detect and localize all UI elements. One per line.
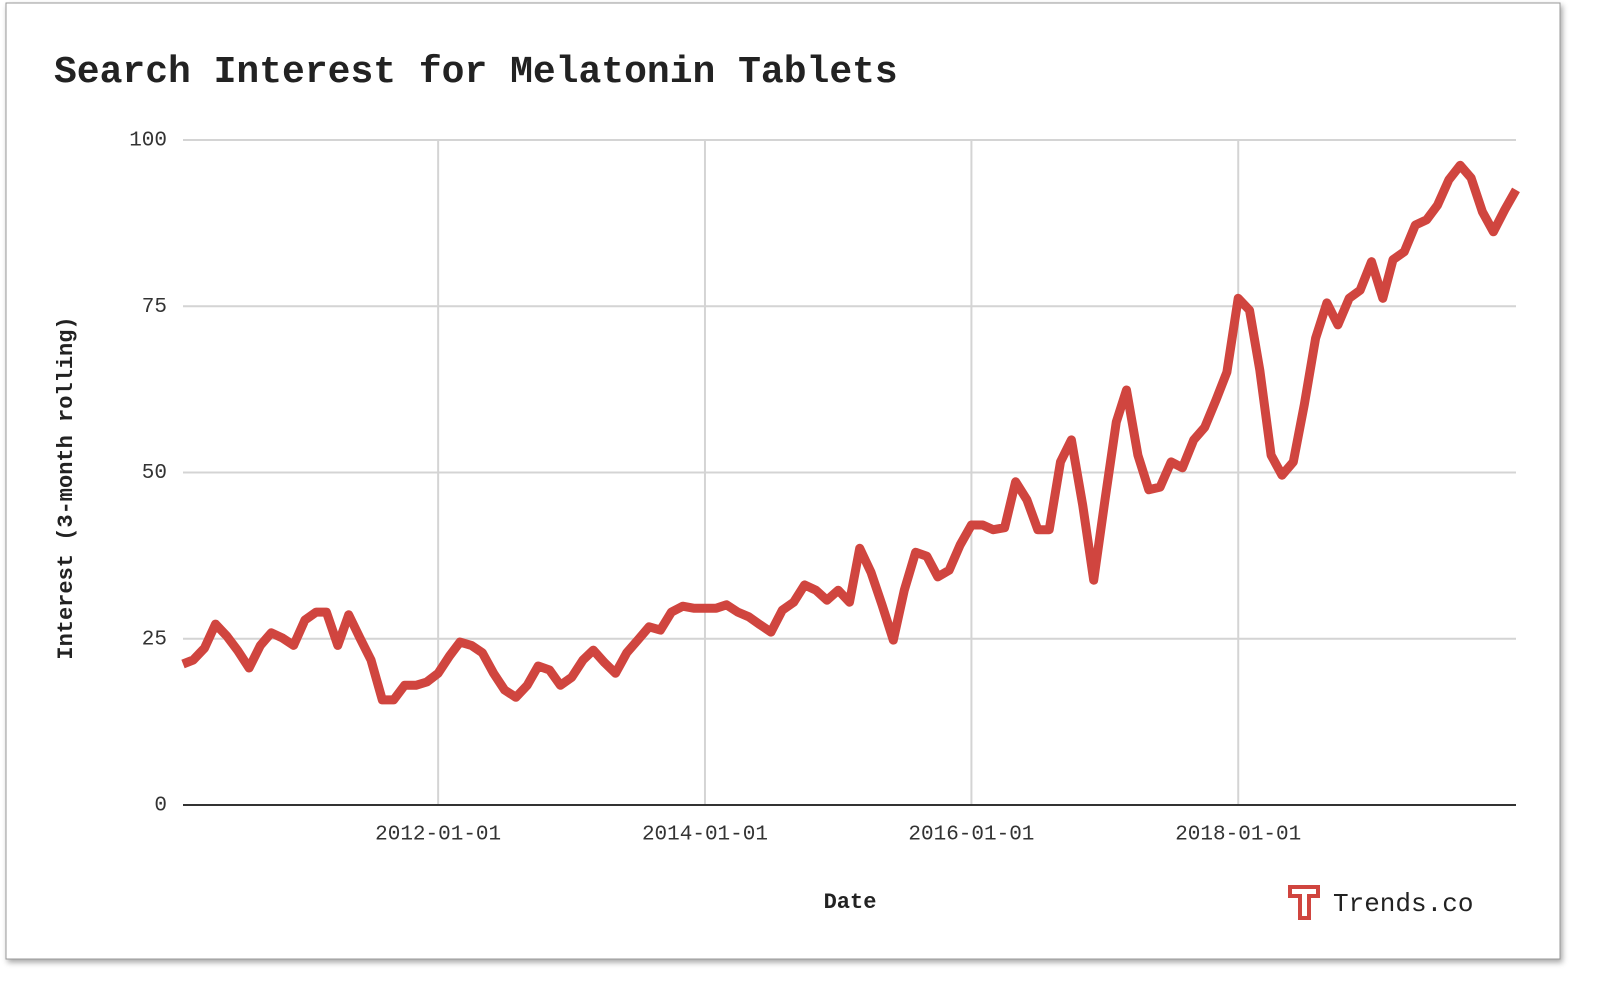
x-axis-label: Date (824, 890, 877, 915)
x-tick-label: 2012-01-01 (375, 824, 501, 847)
y-tick-label: 75 (142, 296, 167, 319)
x-tick-label: 2018-01-01 (1175, 824, 1301, 847)
x-tick-label: 2014-01-01 (642, 824, 768, 847)
y-tick-label: 100 (129, 130, 167, 153)
line (181, 160, 1520, 705)
brand-logo (1288, 885, 1320, 920)
chart-title: Search Interest for Melatonin Tablets (54, 51, 898, 94)
y-axis-label: Interest (3-month rolling) (54, 316, 79, 659)
y-tick-label: 50 (142, 462, 167, 485)
y-tick-label: 25 (142, 628, 167, 651)
card (5, 2, 1561, 960)
y-tick-label: 0 (154, 795, 167, 818)
brand: Trends.co (1333, 889, 1473, 919)
x-tick-label: 2016-01-01 (908, 824, 1034, 847)
